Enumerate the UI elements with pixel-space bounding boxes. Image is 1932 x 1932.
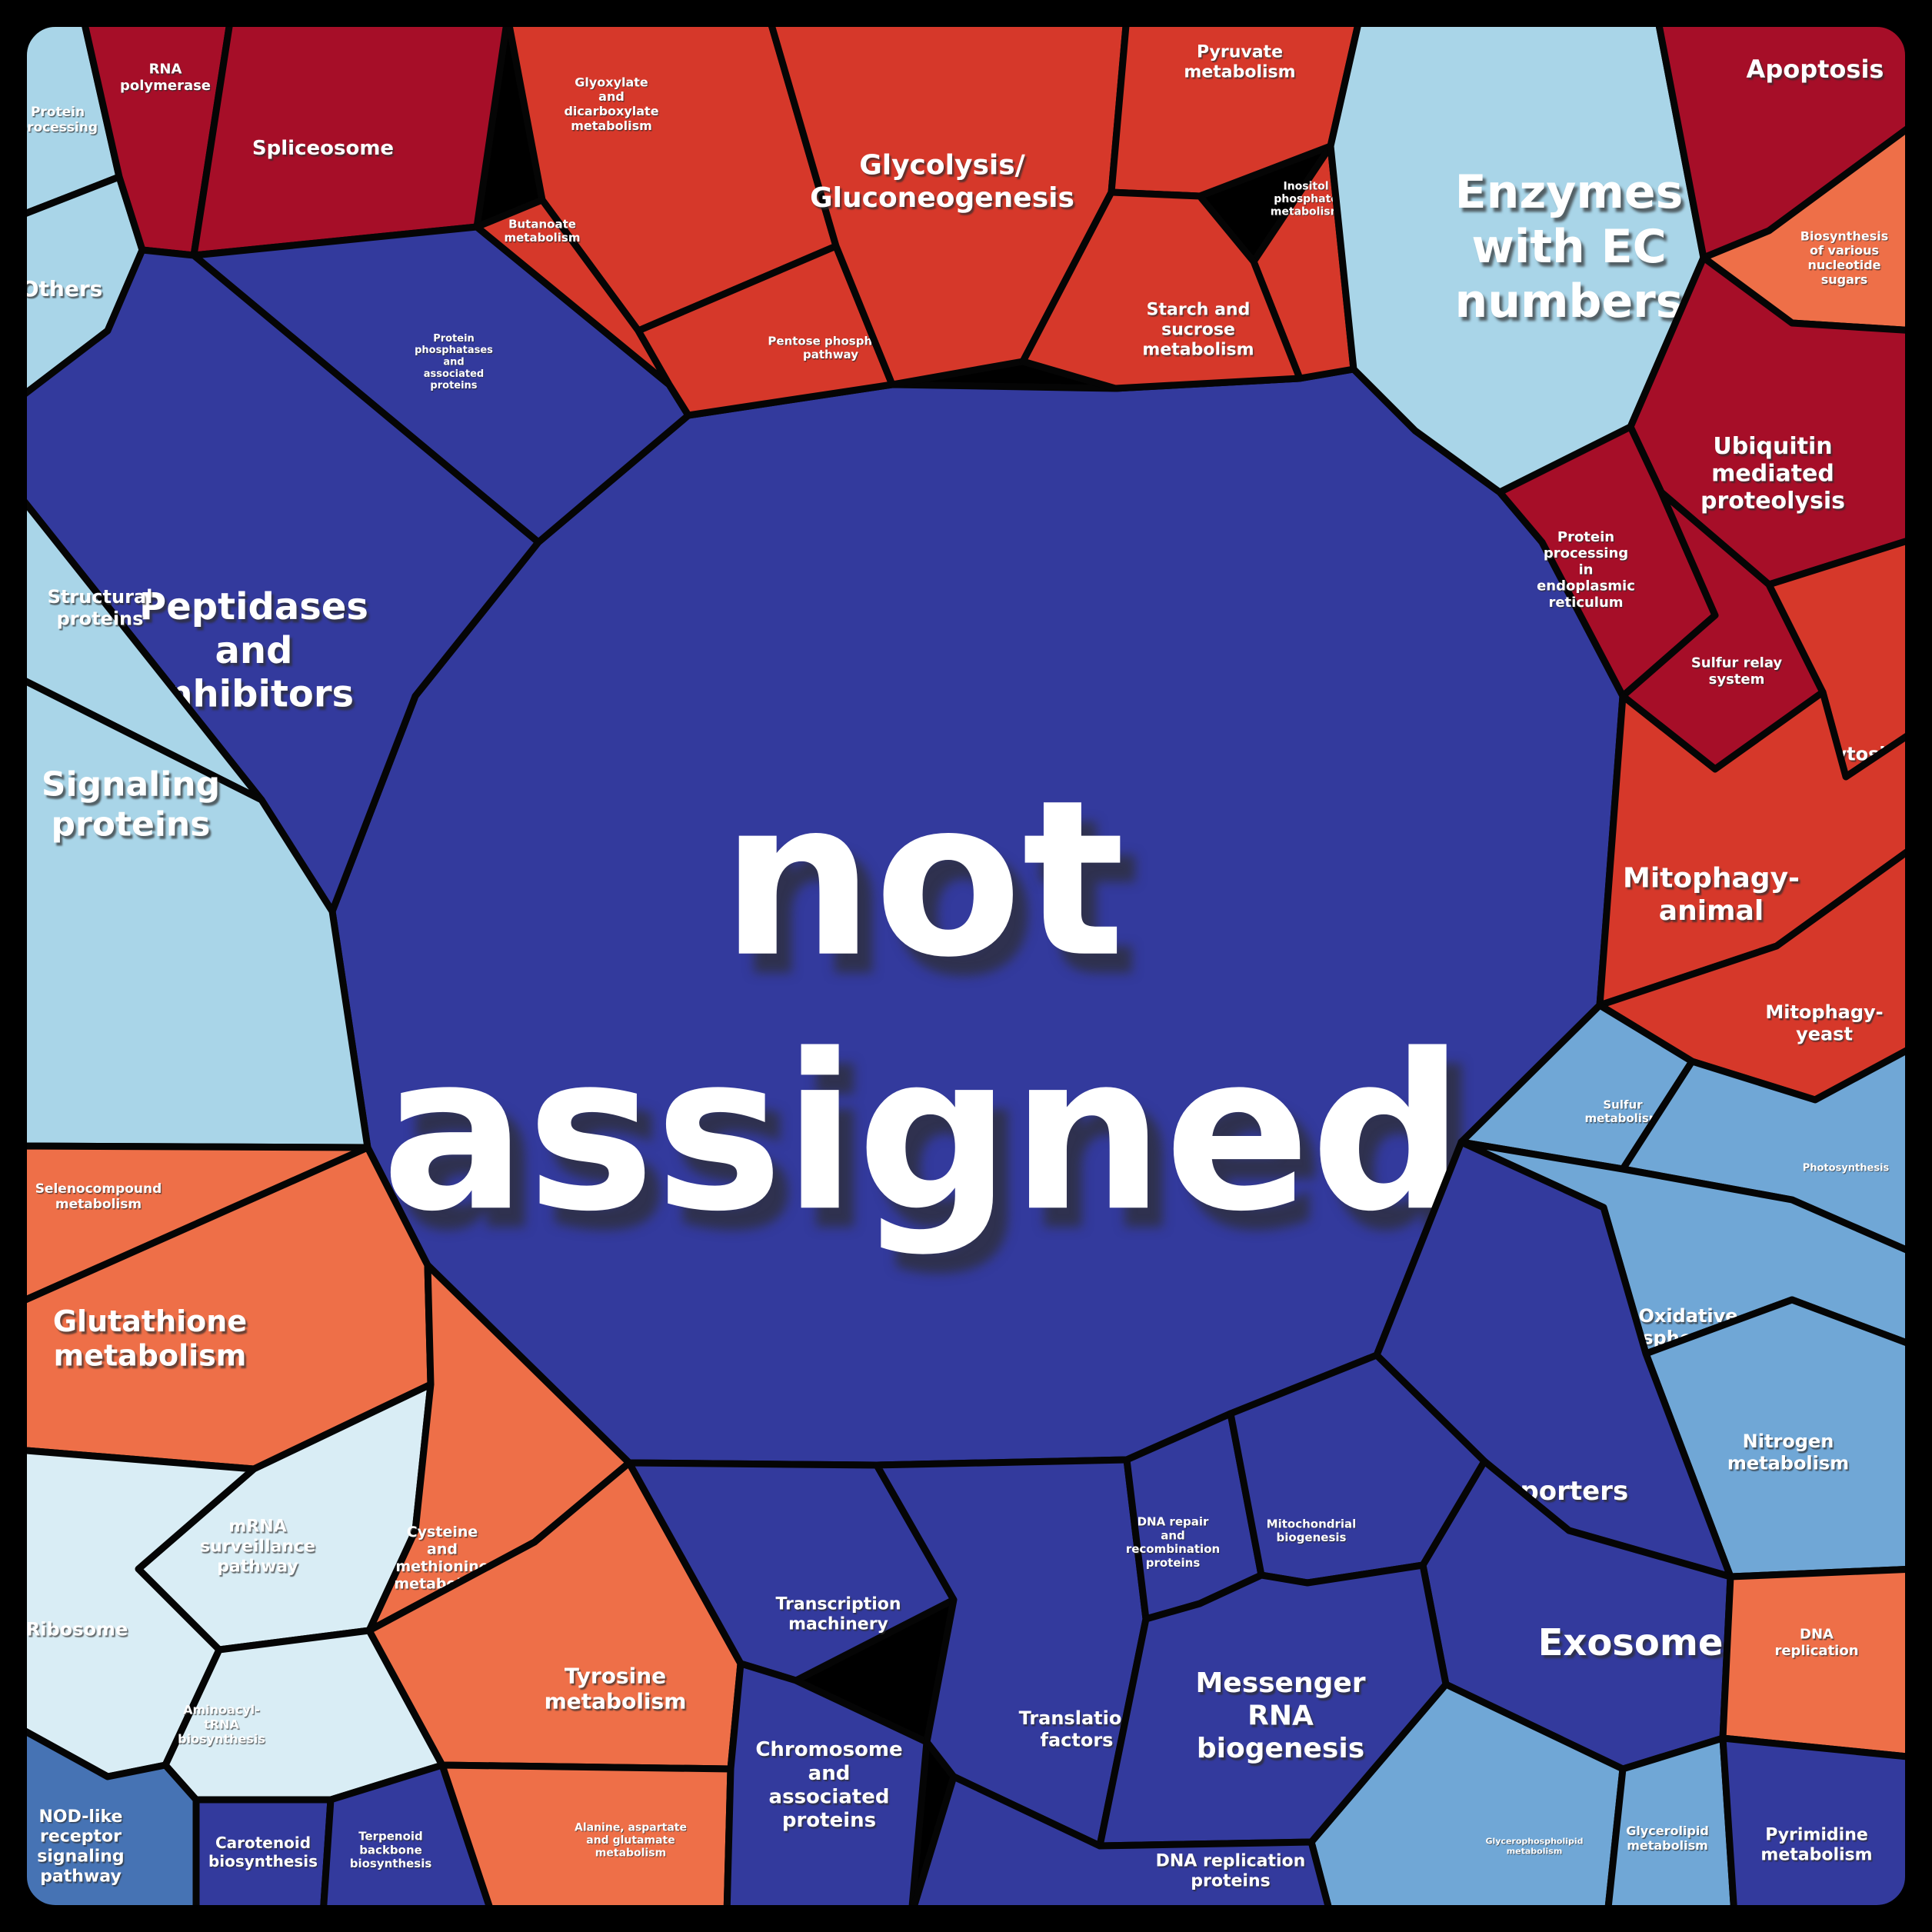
cell-label-butanoate: Butanoate metabolism — [505, 217, 581, 245]
cell-sulfur-metabolism: Sulfur metabolism — [1457, 1001, 1696, 1173]
cell-dna-replication: DNA replication — [1719, 1565, 1919, 1761]
cell-label-protein-processing-er: Protein processing in endoplasmic reticulum — [1537, 529, 1635, 611]
cell-region-pentose-phosphate[interactable] — [635, 242, 896, 419]
cell-label-ribosome: Ribosome — [26, 1618, 128, 1640]
cell-label-glyoxylate: Glyoxylate and dicarboxylate metabolism — [564, 75, 658, 133]
cell-label-translation-factors: Translation factors — [1019, 1707, 1135, 1750]
cell-label-pyrimidine: Pyrimidine metabolism — [1760, 1826, 1872, 1865]
cell-alanine-aspartate: Alanine, aspartate and glutamate metabolis… — [438, 1761, 734, 1919]
cell-label-dna-repair: DNA repair and recombination proteins — [1126, 1515, 1220, 1570]
cell-region-starch-sucrose[interactable] — [1019, 188, 1304, 392]
cell-label-protein-processing: Protein processing — [18, 105, 98, 135]
cell-label-biosynthesis-nucleotide-sugars: Biosynthesis of various nucleotide sugars — [1800, 228, 1888, 287]
cell-starch-sucrose: Starch and sucrose metabolism — [1019, 188, 1304, 392]
cell-label-not-assigned: not assigned — [381, 754, 1464, 1259]
cell-label-aminoacyl-trna: Aminoacyl-tRNA biosynthesis — [178, 1703, 265, 1747]
cell-label-alanine-aspartate: Alanine, aspartate and glutamate metabolis… — [575, 1821, 687, 1859]
cell-pyrimidine: Pyrimidine metabolism — [1719, 1734, 1919, 1919]
cell-label-nitrogen-metabolism: Nitrogen metabolism — [1727, 1431, 1849, 1474]
cell-carotenoid: Carotenoid biosynthesis — [192, 1796, 335, 1919]
cell-label-signaling-proteins: Signaling proteins — [42, 764, 220, 844]
cell-label-dna-replication-proteins: DNA replication proteins — [1156, 1852, 1306, 1891]
cell-label-selenocompound: Selenocompound metabolism — [35, 1181, 162, 1212]
cell-chromosome: Chromosome and associated proteins — [723, 1660, 931, 1919]
cell-label-glycolysis: Glycolysis/Gluconeogenesis — [810, 149, 1074, 213]
cell-label-tyrosine: Tyrosine metabolism — [545, 1663, 687, 1714]
cell-spliceosome: Spliceosome — [190, 13, 511, 259]
cell-label-glycerolipid: Glycerolipid metabolism — [1626, 1824, 1709, 1853]
cell-glycolysis: Glycolysis/Gluconeogenesis — [765, 13, 1131, 388]
cell-label-transcription-machinery: Transcription machinery — [775, 1595, 901, 1634]
cell-label-starch-sucrose: Starch and sucrose metabolism — [1142, 301, 1254, 360]
cell-tyrosine: Tyrosine metabolism — [365, 1459, 744, 1773]
cell-label-photosynthesis: Photosynthesis — [1803, 1163, 1890, 1174]
cell-label-mrna-surveillance: mRNA surveillance pathway — [200, 1517, 315, 1577]
cell-label-pyruvate: Pyruvate metabolism — [1184, 43, 1295, 82]
cell-signaling-proteins: Signaling proteins — [13, 673, 371, 1151]
cell-transcription-machinery: Transcription machinery — [625, 1459, 958, 1684]
cell-label-chromosome: Chromosome and associated proteins — [755, 1738, 902, 1832]
cell-label-dna-replication: DNA replication — [1774, 1627, 1858, 1659]
cell-label-apoptosis: Apoptosis — [1747, 55, 1884, 84]
cell-label-mitochondrial-biogenesis: Mitochondrial biogenesis — [1267, 1517, 1357, 1544]
cell-label-structural-proteins: Structural proteins — [48, 586, 153, 629]
cell-label-carotenoid: Carotenoid biosynthesis — [208, 1834, 318, 1870]
cell-region-spliceosome[interactable] — [190, 13, 511, 259]
cell-label-sulfur-relay: Sulfur relay system — [1691, 655, 1783, 688]
cell-label-messenger-rna-biogenesis: Messenger RNA biogenesis — [1195, 1667, 1365, 1764]
cell-label-terpenoid: Terpenoid backbone biosynthesis — [350, 1830, 432, 1870]
cell-label-nod-like-receptor: NOD-like receptor signaling pathway — [37, 1807, 124, 1887]
cell-label-exosome: Exosome — [1538, 1621, 1724, 1664]
cell-label-protein-phosphatases: Protein phosphatases and associated proteins — [415, 333, 493, 391]
cell-label-ubiquitin-proteolysis: Ubiquitin mediated proteolysis — [1700, 433, 1845, 515]
cell-label-enzymes-ec: Enzymes with EC numbers — [1455, 165, 1684, 328]
cell-enzymes-ec: Enzymes with EC numbers — [1327, 13, 1707, 496]
cell-label-mitophagy-animal: Mitophagy-animal — [1623, 862, 1800, 926]
cell-label-inositol-phosphate: Inositol phosphate metabolism — [1271, 180, 1341, 218]
cell-glycerolipid: Glycerolipid metabolism — [1604, 1734, 1738, 1919]
cell-label-spliceosome: Spliceosome — [252, 137, 394, 160]
cell-region-dna-replication[interactable] — [1719, 1565, 1919, 1761]
cell-label-others: Others — [21, 276, 103, 301]
cell-not-assigned: not assigned — [328, 365, 1627, 1469]
cell-label-glutathione: Glutathione metabolism — [53, 1304, 247, 1373]
cell-label-rna-polymerase: RNA polymerase — [120, 62, 211, 94]
cell-label-mitophagy-yeast: Mitophagy-yeast — [1765, 1001, 1883, 1044]
cell-pentose-phosphate: Pentose phosphate pathway — [635, 242, 896, 419]
cell-label-glycerophospholipid: Glycerophospholipid metabolism — [1485, 1836, 1583, 1856]
cell-dna-repair: DNA repair and recombination proteins — [1123, 1410, 1265, 1623]
cell-label-pentose-phosphate: Pentose phosphate pathway — [768, 334, 893, 361]
cell-region-transcription-machinery[interactable] — [625, 1459, 958, 1684]
cell-label-sulfur-metabolism: Sulfur metabolism — [1585, 1098, 1661, 1125]
